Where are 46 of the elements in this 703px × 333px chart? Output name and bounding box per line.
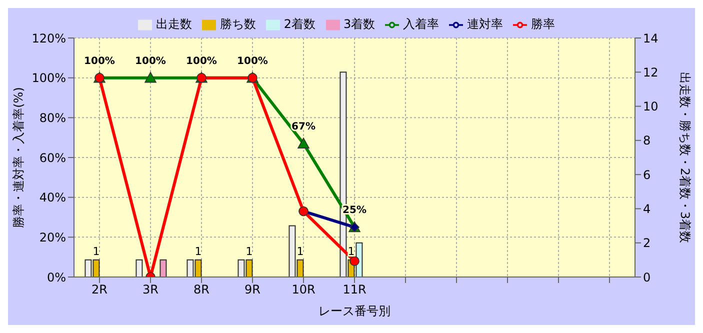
bar bbox=[160, 259, 167, 277]
point bbox=[298, 138, 310, 148]
data-label: 100% bbox=[84, 56, 115, 67]
y2-tick-label: 10 bbox=[643, 100, 658, 114]
x-tick-label: 11R bbox=[342, 282, 366, 297]
y2-tick-label: 0 bbox=[643, 270, 651, 284]
y2-tick-label: 2 bbox=[643, 236, 651, 250]
data-label: 100% bbox=[135, 56, 166, 67]
y2-axis-title: 出走数・勝ち数・2着数・3着数 bbox=[678, 72, 692, 244]
y-tick-label: 100% bbox=[32, 71, 66, 86]
y2-tick-label: 8 bbox=[643, 134, 651, 148]
legend-label: 3着数 bbox=[344, 17, 376, 31]
legend-label: 入着率 bbox=[403, 17, 440, 31]
x-tick-label: 3R bbox=[142, 282, 158, 297]
point bbox=[350, 256, 360, 266]
y2-tick-label: 6 bbox=[643, 168, 651, 182]
y-tick-label: 60% bbox=[39, 150, 66, 165]
y-tick-label: 40% bbox=[39, 190, 66, 205]
y-tick-label: 80% bbox=[39, 110, 66, 125]
x-tick-label: 9R bbox=[244, 282, 260, 297]
y-axis-title: 勝率・連対率・入着率(%) bbox=[11, 87, 26, 228]
y2-tick-label: 12 bbox=[643, 65, 658, 80]
data-label: 1 bbox=[194, 244, 202, 258]
x-tick-label: 10R bbox=[292, 282, 316, 297]
data-label: 1 bbox=[246, 244, 253, 258]
y2-tick-label: 4 bbox=[643, 202, 651, 216]
y2-tick-label: 14 bbox=[643, 31, 658, 46]
bar bbox=[136, 259, 143, 277]
data-label: 100% bbox=[237, 56, 268, 67]
y-tick-label: 0% bbox=[46, 270, 66, 284]
legend-label: 勝ち数 bbox=[220, 17, 256, 31]
legend-label: 勝率 bbox=[531, 17, 556, 31]
data-label: 1 bbox=[296, 244, 304, 258]
data-label: 1 bbox=[92, 244, 100, 258]
legend-label: 2着数 bbox=[284, 17, 316, 31]
x-axis-title: レース番号別 bbox=[318, 304, 390, 318]
point bbox=[144, 72, 156, 83]
y-tick-label: 120% bbox=[32, 31, 66, 46]
legend-label: 連対率 bbox=[467, 17, 504, 31]
data-label: 67% bbox=[292, 122, 316, 133]
x-tick-label: 2R bbox=[92, 282, 108, 297]
x-tick-label: 8R bbox=[194, 282, 210, 297]
legend-label: 出走数 bbox=[156, 17, 192, 31]
data-label: 1 bbox=[348, 244, 355, 258]
y-tick-label: 20% bbox=[39, 230, 66, 244]
data-label: 100% bbox=[186, 56, 217, 67]
